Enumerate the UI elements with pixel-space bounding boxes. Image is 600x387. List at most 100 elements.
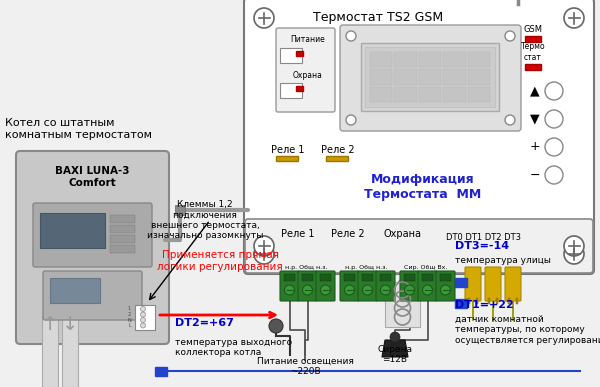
Text: Клеммы 1,2
подключения
внешнего термостата,
изначально разомкнуты: Клеммы 1,2 подключения внешнего термоста… [147,200,263,240]
FancyBboxPatch shape [316,271,335,301]
Bar [62,315,78,387]
Circle shape [140,317,146,322]
Bar [326,156,348,161]
Text: ▲: ▲ [530,84,540,98]
FancyBboxPatch shape [485,267,501,301]
Bar [404,274,415,281]
Text: 1: 1 [128,307,131,312]
Circle shape [140,323,146,328]
Text: н.р. Общ н.з.: н.р. Общ н.з. [285,264,327,269]
Text: GSM: GSM [523,26,542,34]
FancyBboxPatch shape [340,25,521,131]
Bar [525,64,541,70]
Text: Применяется прямая
логики регулирования: Применяется прямая логики регулирования [157,250,283,272]
Text: Термо
стат: Термо стат [521,42,545,62]
Bar [110,215,135,223]
FancyBboxPatch shape [43,271,142,320]
Text: DT3=-14: DT3=-14 [455,241,509,251]
Bar [394,52,417,67]
FancyBboxPatch shape [376,271,395,301]
Text: Сирена
=12В: Сирена =12В [377,345,413,365]
FancyBboxPatch shape [298,271,317,301]
Circle shape [390,332,400,342]
Bar [394,69,417,85]
Bar [361,43,499,111]
FancyBboxPatch shape [340,271,359,301]
Bar [110,235,135,243]
Bar [50,278,100,303]
Text: BAXI LUNA-3
Comfort: BAXI LUNA-3 Comfort [55,166,130,188]
Bar [110,245,135,253]
Text: Модификация
Термостата  ММ: Модификация Термостата ММ [364,173,482,201]
Circle shape [380,285,391,295]
FancyBboxPatch shape [436,271,455,301]
Text: ↑: ↑ [42,315,58,334]
Bar [284,274,295,281]
Bar [370,87,392,102]
Bar [419,69,441,85]
Text: Охрана: Охрана [384,229,422,239]
FancyBboxPatch shape [16,151,169,344]
FancyBboxPatch shape [276,28,335,112]
Bar [385,282,420,327]
Bar [302,274,313,281]
Circle shape [346,115,356,125]
Bar [496,298,498,304]
Text: Реле 1: Реле 1 [271,145,305,155]
Bar [467,52,490,67]
Text: DT0 DT1 DT2 DT3: DT0 DT1 DT2 DT3 [445,233,521,241]
Circle shape [505,115,515,125]
FancyBboxPatch shape [33,203,152,267]
Circle shape [284,285,295,295]
Text: DT2=+67: DT2=+67 [175,318,234,328]
Circle shape [320,285,331,295]
Bar [516,298,518,304]
Text: ↓: ↓ [62,315,78,334]
Text: Реле 2: Реле 2 [331,229,365,239]
Text: Термостат TS2 GSM: Термостат TS2 GSM [313,12,443,24]
Bar [422,274,433,281]
Bar [175,205,185,215]
Text: N: N [127,317,131,322]
Circle shape [505,31,515,41]
Text: датчик комнатной
температуры, по которому
осуществляется регулирование: датчик комнатной температуры, по котором… [455,315,600,345]
FancyBboxPatch shape [400,271,419,301]
Bar [380,274,391,281]
Bar [135,305,155,330]
Bar [370,69,392,85]
Circle shape [254,8,274,28]
Bar [365,47,495,107]
Text: +: + [530,140,541,154]
Text: Котел со штатным
комнатным термостатом: Котел со штатным комнатным термостатом [5,118,152,140]
Bar [155,367,167,376]
Text: Реле 2: Реле 2 [321,145,355,155]
Bar [110,225,135,233]
Bar [525,36,541,42]
Circle shape [404,285,415,295]
Circle shape [397,279,411,293]
Circle shape [283,50,293,60]
FancyBboxPatch shape [245,219,593,273]
Circle shape [545,110,563,128]
Bar [419,87,441,102]
Bar [467,87,490,102]
Bar [468,298,470,304]
FancyBboxPatch shape [418,271,437,301]
Bar [443,69,466,85]
Bar [362,274,373,281]
Circle shape [254,236,274,256]
Circle shape [545,166,563,184]
Text: ▼: ▼ [530,113,540,125]
Bar [296,86,303,91]
Bar [296,51,303,56]
Text: Реле 1: Реле 1 [281,229,315,239]
Bar [320,274,331,281]
FancyBboxPatch shape [465,267,481,301]
Bar [467,69,490,85]
Text: −: − [530,168,540,182]
Bar [40,213,105,248]
Circle shape [269,319,283,333]
Bar [370,52,392,67]
Bar [42,315,58,387]
Bar [394,87,417,102]
